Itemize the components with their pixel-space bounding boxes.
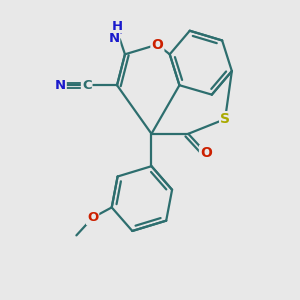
Text: H: H: [112, 24, 123, 37]
Text: N: N: [55, 79, 66, 92]
Text: S: S: [220, 112, 230, 126]
Text: O: O: [152, 38, 163, 52]
Text: H: H: [112, 20, 123, 33]
Text: C: C: [82, 79, 92, 92]
Text: O: O: [87, 211, 98, 224]
Text: N: N: [109, 32, 120, 45]
Text: O: O: [200, 146, 212, 160]
